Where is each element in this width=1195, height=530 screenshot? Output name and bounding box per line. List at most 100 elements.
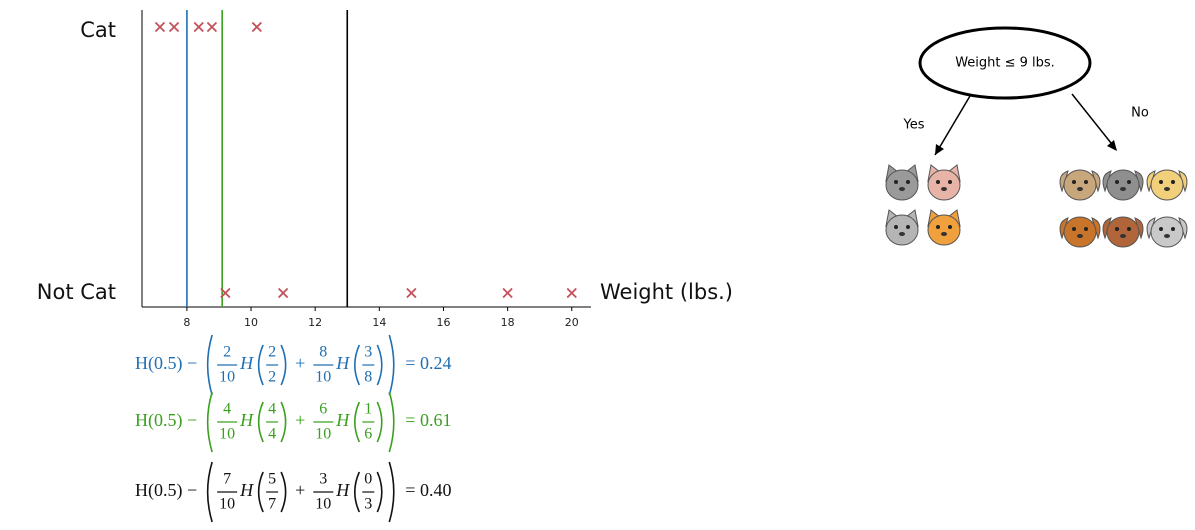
small-paren <box>353 401 361 443</box>
data-point <box>206 21 218 33</box>
formula-func: H <box>239 410 254 430</box>
formula-result: = 0.61 <box>405 410 451 430</box>
eye <box>906 225 910 229</box>
fraction-numerator: 1 <box>364 401 372 418</box>
nose <box>941 187 947 191</box>
data-point <box>168 21 180 33</box>
formula-result: = 0.24 <box>405 353 451 373</box>
x-tick-label: 8 <box>183 316 190 329</box>
nose <box>1120 187 1126 191</box>
eye <box>1127 227 1131 231</box>
head <box>1063 216 1097 248</box>
cat-icon <box>885 164 919 201</box>
small-paren <box>353 344 361 386</box>
nose <box>1077 187 1083 191</box>
nose <box>899 187 905 191</box>
y-category-label: Cat <box>80 18 116 42</box>
fraction-denominator: 10 <box>219 496 235 513</box>
fraction-numerator: 3 <box>364 344 372 361</box>
eye <box>1072 180 1076 184</box>
cat-icon <box>927 209 961 246</box>
eye <box>936 180 940 184</box>
cat-icon <box>885 209 919 246</box>
big-paren <box>388 391 395 453</box>
fraction-numerator: 2 <box>223 344 231 361</box>
x-tick-label: 20 <box>565 316 579 329</box>
nose <box>941 232 947 236</box>
fraction-numerator: 0 <box>364 471 372 488</box>
eye <box>1171 180 1175 184</box>
ears <box>1059 217 1101 240</box>
head <box>927 169 961 201</box>
formula-prefix: H(0.5) − <box>135 353 197 374</box>
small-paren <box>257 344 264 386</box>
big-paren <box>388 334 395 396</box>
fraction-numerator: 8 <box>319 344 327 361</box>
nose <box>899 232 905 236</box>
fraction-denominator: 3 <box>364 496 372 513</box>
formula-func: H <box>239 353 254 373</box>
tree-root-node <box>918 26 1092 100</box>
nose <box>1077 234 1083 238</box>
head <box>1106 216 1140 248</box>
formula-op: + <box>295 480 305 500</box>
eye <box>1127 180 1131 184</box>
data-point <box>193 21 204 33</box>
small-paren <box>376 401 383 443</box>
dog-icon <box>1102 169 1144 201</box>
arrow-head <box>935 144 944 155</box>
eye <box>936 225 940 229</box>
formula-op: + <box>295 353 305 373</box>
eye <box>948 180 952 184</box>
big-paren <box>206 334 213 396</box>
fraction-numerator: 6 <box>319 401 327 418</box>
x-tick-label: 16 <box>436 316 450 329</box>
data-point <box>566 287 577 299</box>
head <box>885 169 919 201</box>
fraction-denominator: 2 <box>268 369 276 386</box>
small-paren <box>280 471 287 513</box>
data-point <box>502 287 513 299</box>
dog-icon <box>1102 216 1144 248</box>
eye <box>1159 227 1163 231</box>
arrow-head <box>1107 140 1117 151</box>
big-paren <box>206 461 213 523</box>
fraction-denominator: 8 <box>364 369 372 386</box>
formula-func: H <box>335 353 350 373</box>
fraction-denominator: 10 <box>219 426 235 443</box>
fraction-numerator: 5 <box>268 471 276 488</box>
x-tick-label: 10 <box>244 316 258 329</box>
tree-edge <box>934 95 971 156</box>
eye <box>894 225 898 229</box>
formula-prefix: H(0.5) − <box>135 480 197 501</box>
edge-label-no: No <box>1131 106 1149 121</box>
eye <box>1084 180 1088 184</box>
tree-edge <box>1071 93 1116 149</box>
fraction-denominator: 10 <box>315 369 331 386</box>
data-point <box>154 21 166 33</box>
eye <box>1072 227 1076 231</box>
head <box>927 214 961 246</box>
small-paren <box>257 471 264 513</box>
small-paren <box>353 471 361 513</box>
small-paren <box>376 471 383 513</box>
small-paren <box>280 344 287 386</box>
dog-icon <box>1059 216 1101 248</box>
small-paren <box>376 344 383 386</box>
small-paren <box>257 401 264 443</box>
formula-func: H <box>239 480 254 500</box>
big-paren <box>206 391 213 453</box>
y-category-label: Not Cat <box>37 280 116 304</box>
head <box>885 214 919 246</box>
eye <box>1159 180 1163 184</box>
eye <box>894 180 898 184</box>
cat-icon <box>927 164 961 201</box>
dog-icon <box>1146 169 1188 201</box>
x-tick-label: 18 <box>501 316 515 329</box>
eye <box>1084 227 1088 231</box>
ears <box>1102 217 1144 240</box>
fraction-denominator: 10 <box>219 369 235 386</box>
data-point <box>220 287 231 299</box>
